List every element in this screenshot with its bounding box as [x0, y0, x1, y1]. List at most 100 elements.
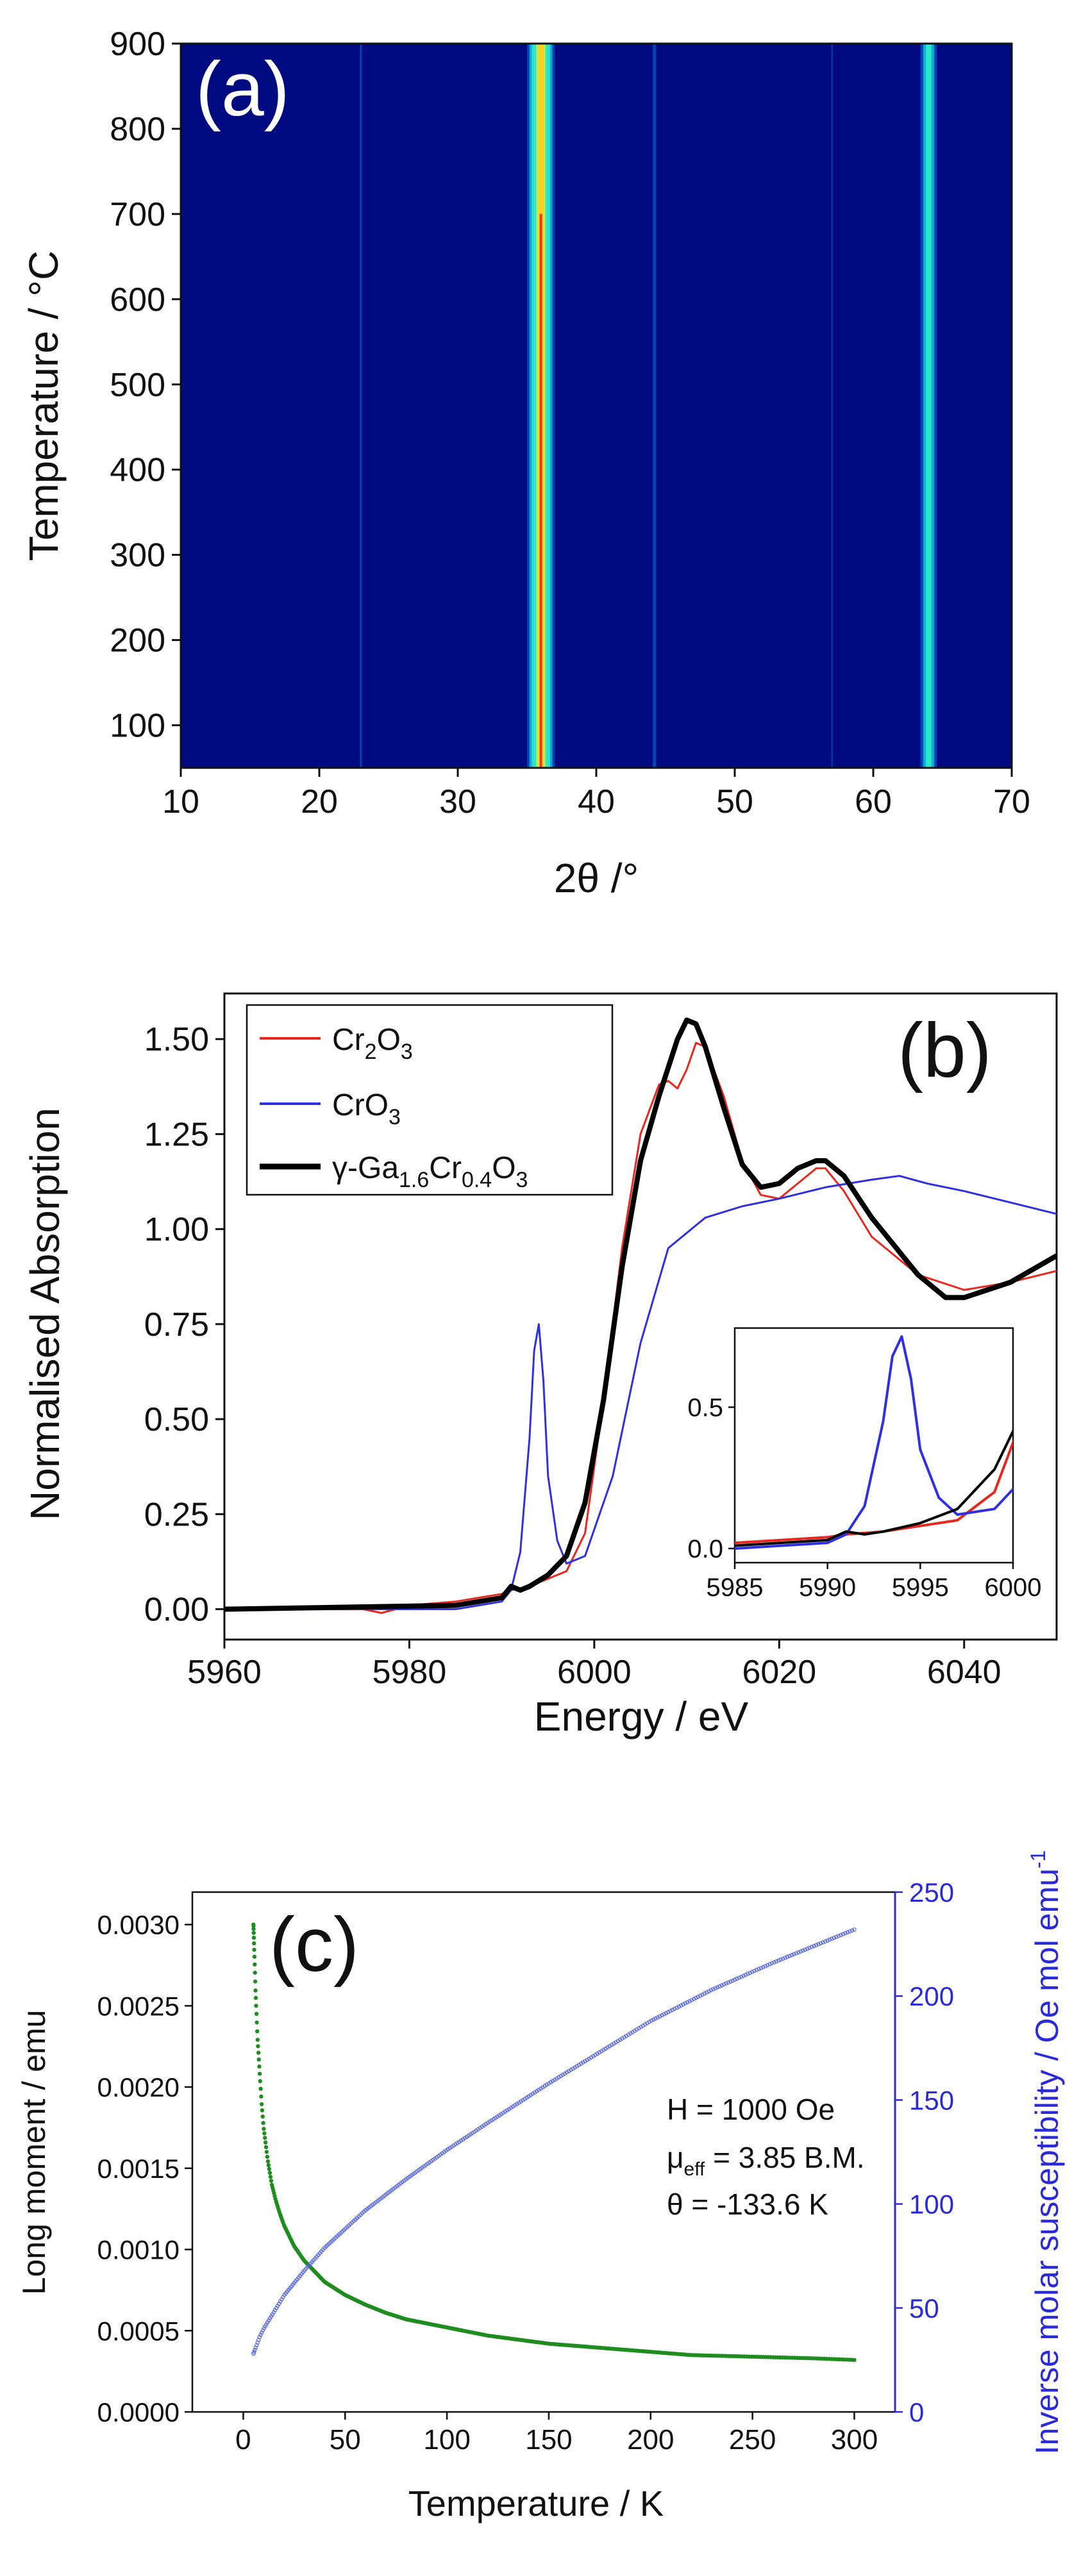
- susceptibility-point: [809, 1945, 814, 1949]
- susceptibility-point: [589, 2055, 594, 2060]
- legend-label-cro3: CrO3: [332, 1088, 401, 1129]
- moment-point: [251, 1924, 256, 1929]
- moment-point: [256, 2044, 260, 2048]
- y-tick-label-c: 0.0020: [97, 2072, 180, 2102]
- susceptibility-point: [664, 2011, 669, 2015]
- susceptibility-point: [839, 1932, 843, 1938]
- susceptibility-point: [550, 2079, 555, 2083]
- x-tick-label-c: 50: [330, 2424, 361, 2456]
- y-tick-label-b: 0.50: [144, 1401, 209, 1438]
- moment-point: [852, 2357, 857, 2363]
- x-axis-label-a: 2θ /°: [554, 855, 639, 901]
- susceptibility-point: [724, 1981, 728, 1986]
- y-tick-label-a: 700: [110, 196, 165, 233]
- susceptibility-point: [258, 2332, 263, 2337]
- y-tick-label-c: 0.0015: [97, 2154, 180, 2184]
- susceptibility-point: [685, 2000, 690, 2004]
- x-tick-label-b: 5980: [373, 1654, 447, 1691]
- band-peak: [539, 213, 542, 768]
- legend-label-cr2o3: Cr2O3: [332, 1023, 413, 1064]
- moment-point: [266, 2163, 271, 2168]
- susceptibility-point: [814, 1943, 819, 1947]
- susceptibility-point: [666, 2009, 671, 2015]
- legend-b: Cr2O3 CrO3 γ-Ga1.6Cr0.4O3: [246, 1004, 614, 1196]
- susceptibility-point: [752, 1968, 757, 1974]
- susceptibility-point: [713, 1986, 717, 1991]
- susceptibility-point: [560, 2072, 565, 2077]
- y-tick-label-b: 0.75: [144, 1306, 209, 1343]
- y-tick-label-b: 1.25: [144, 1116, 209, 1153]
- susceptibility-point: [687, 1998, 692, 2004]
- susceptibility-point: [691, 1997, 696, 2001]
- susceptibility-point: [805, 1947, 810, 1951]
- susceptibility-point: [721, 1982, 726, 1987]
- moment-point: [252, 1954, 257, 1959]
- panel-c: 0 50 100 150 200 250 300 0.0000 0.0005 0.0010 0.00…: [16, 1850, 1065, 2523]
- susceptibility-point: [269, 2314, 274, 2319]
- x-axis-label-c: Temperature / K: [408, 2483, 664, 2523]
- x-tick-label-a: 70: [993, 783, 1030, 820]
- susceptibility-point: [778, 1957, 783, 1962]
- susceptibility-point: [785, 1954, 790, 1959]
- susceptibility-point: [732, 1977, 737, 1982]
- diffraction-band-2: [652, 44, 657, 768]
- susceptibility-point: [739, 1974, 744, 1979]
- diffraction-band-3: [360, 44, 362, 768]
- susceptibility-point: [571, 2066, 575, 2071]
- moment-point: [267, 2170, 272, 2175]
- susceptibility-point: [836, 1934, 841, 1938]
- susceptibility-point: [772, 1960, 776, 1965]
- susceptibility-point: [672, 2006, 677, 2011]
- susceptibility-point: [257, 2334, 262, 2339]
- moment-point: [263, 2140, 268, 2145]
- susceptibility-point: [783, 1956, 787, 1960]
- x-tick-label-c: 200: [627, 2424, 674, 2456]
- susceptibility-point: [657, 2014, 662, 2018]
- susceptibility-point: [800, 1948, 805, 1953]
- x-tick-label-a: 50: [716, 783, 753, 820]
- moment-point: [265, 2159, 271, 2164]
- x-tick-label-a: 40: [578, 783, 615, 820]
- susceptibility-point: [651, 2017, 656, 2022]
- y-tick-label-c: 0.0000: [97, 2397, 180, 2427]
- susceptibility-point: [708, 1988, 714, 1993]
- moment-point: [255, 2029, 260, 2034]
- susceptibility-point: [735, 1976, 739, 1981]
- y-tick-label-c: 0.0030: [97, 1910, 180, 1940]
- inset-lines: [735, 1335, 1013, 1550]
- x-tick-label-b: 6000: [557, 1654, 632, 1691]
- susceptibility-point: [798, 1949, 803, 1954]
- susceptibility-point: [743, 1972, 748, 1977]
- axis-ticks-b: 5960 5980 6000 6020 6040 0.00 0.25 0.50 0.75 1.00…: [144, 1021, 1001, 1691]
- plot-frame-c: [191, 1891, 896, 2413]
- moment-point: [255, 2038, 260, 2042]
- moment-point: [256, 2057, 261, 2062]
- y2-axis-label-c: Inverse molar susceptibility / Oe mol em…: [1026, 1850, 1065, 2455]
- susceptibility-point: [647, 2020, 651, 2024]
- y2-tick-label-c: 50: [909, 2293, 939, 2323]
- moment-point: [253, 1995, 258, 2000]
- y-tick-label-c: 0.0025: [97, 1991, 180, 2021]
- annotation-theta: θ = -133.6 K: [667, 2188, 828, 2221]
- y2-tick-label-c: 150: [909, 2085, 954, 2115]
- susceptibility-point: [585, 2057, 589, 2062]
- susceptibility-point: [794, 1951, 799, 1956]
- susceptibility-point: [601, 2047, 606, 2052]
- susceptibility-point: [746, 1972, 750, 1976]
- heatmap-background: [181, 44, 1012, 768]
- y-tick-label-b: 1.50: [144, 1021, 209, 1058]
- y2-tick-label-c: 100: [909, 2190, 954, 2220]
- moment-point: [264, 2150, 269, 2154]
- susceptibility-point: [681, 2002, 685, 2007]
- susceptibility-point: [841, 1932, 846, 1936]
- susceptibility-point: [834, 1934, 839, 1939]
- susceptibility-point: [823, 1939, 828, 1944]
- susceptibility-point: [704, 1990, 709, 1995]
- susceptibility-point: [789, 1952, 794, 1957]
- moment-point: [253, 1962, 257, 1966]
- susceptibility-point: [564, 2070, 569, 2075]
- moment-point: [257, 2072, 262, 2076]
- moment-point: [264, 2145, 269, 2150]
- y-axis-label-b: Normalised Absorption: [22, 1108, 68, 1520]
- susceptibility-point: [617, 2038, 623, 2042]
